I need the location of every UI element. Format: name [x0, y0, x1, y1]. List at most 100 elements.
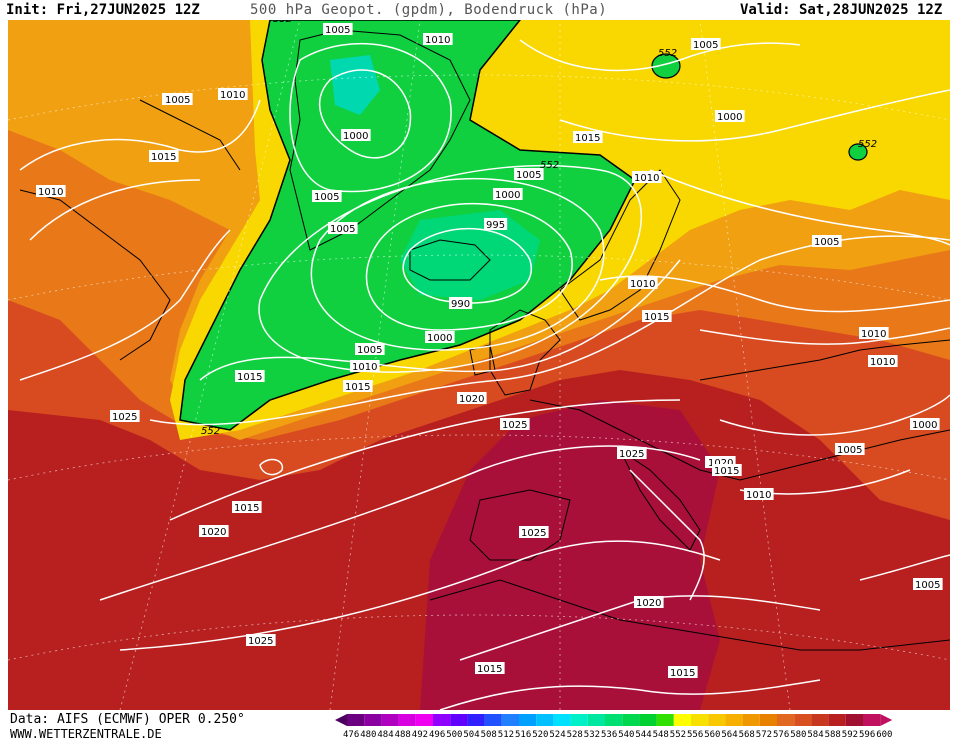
legend-swatch — [605, 714, 623, 726]
legend-tick-label: 568 — [739, 730, 755, 740]
isobar-label: 1010 — [632, 171, 662, 184]
legend-swatch — [381, 714, 399, 726]
legend-tick-label: 592 — [842, 730, 858, 740]
svg-text:1000: 1000 — [427, 333, 452, 344]
isobar-label: 1015 — [232, 501, 262, 514]
isobar-label: 1005 — [691, 38, 721, 51]
legend-swatch — [433, 714, 451, 726]
svg-text:1015: 1015 — [714, 466, 739, 477]
isobar-label: 1025 — [500, 418, 530, 431]
svg-text:1005: 1005 — [693, 40, 718, 51]
svg-text:1010: 1010 — [870, 357, 895, 368]
isobar-label: 1015 — [573, 131, 603, 144]
isobar-label: 1005 — [312, 190, 342, 203]
isobar-label: 1005 — [913, 578, 943, 591]
legend-tick-label: 572 — [756, 730, 772, 740]
svg-text:1010: 1010 — [634, 173, 659, 184]
legend-swatch — [622, 714, 640, 726]
legend-swatch — [759, 714, 777, 726]
graticule — [8, 20, 950, 710]
legend-tick-label: 520 — [532, 730, 548, 740]
svg-text:1005: 1005 — [325, 25, 350, 36]
svg-text:1000: 1000 — [912, 420, 937, 431]
isobar-label: 1000 — [341, 129, 371, 142]
isobar-label: 1000 — [425, 331, 455, 344]
legend-tick-label: 576 — [773, 730, 789, 740]
header: Init: Fri,27JUN2025 12Z 500 hPa Geopot. … — [0, 0, 959, 20]
legend-swatch — [587, 714, 605, 726]
isobar-label: 1015 — [642, 310, 672, 323]
valid-time: Valid: Sat,28JUN2025 12Z — [740, 2, 943, 18]
svg-text:990: 990 — [451, 299, 470, 310]
isobar-label: 1005 — [328, 222, 358, 235]
legend-swatch — [501, 714, 519, 726]
legend-swatch — [863, 714, 881, 726]
svg-text:1005: 1005 — [915, 580, 940, 591]
isobar-label: 995 — [484, 218, 508, 231]
isobar-label: 1015 — [235, 370, 265, 383]
legend-swatch — [794, 714, 812, 726]
legend-tick-label: 580 — [790, 730, 806, 740]
isobar-label: 1025 — [617, 447, 647, 460]
svg-text:1015: 1015 — [477, 664, 502, 675]
geopot-label: 552 — [540, 160, 559, 171]
legend-swatch — [364, 714, 382, 726]
geopot-label: 552 — [658, 48, 677, 59]
legend-swatch — [347, 714, 365, 726]
legend-tick-label: 584 — [807, 730, 823, 740]
isobar-label: 1010 — [868, 355, 898, 368]
isobar-label: 1015 — [343, 380, 373, 393]
isobar-label: 1010 — [744, 488, 774, 501]
legend-tick-label: 532 — [584, 730, 600, 740]
legend-tick-label: 548 — [653, 730, 669, 740]
data-source: Data: AIFS (ECMWF) OPER 0.250° — [10, 712, 245, 727]
isobar-label: 1005 — [323, 23, 353, 36]
legend-swatch — [845, 714, 863, 726]
isobar-label: 1015 — [712, 464, 742, 477]
isobar-label: 1020 — [634, 596, 664, 609]
legend-tick-label: 516 — [515, 730, 531, 740]
svg-text:1015: 1015 — [670, 668, 695, 679]
geopot-label: 552 — [273, 20, 292, 25]
legend-tick-label: 588 — [825, 730, 841, 740]
svg-text:1010: 1010 — [38, 187, 63, 198]
svg-text:1010: 1010 — [352, 362, 377, 373]
isobar-label: 1005 — [514, 168, 544, 181]
svg-text:1015: 1015 — [237, 372, 262, 383]
legend-tick-label: 564 — [721, 730, 737, 740]
geopot-low-russia — [848, 143, 868, 161]
isobar-label: 990 — [449, 297, 473, 310]
legend-tick-label: 544 — [635, 730, 651, 740]
isobar-label: 1010 — [859, 327, 889, 340]
isobar-label: 1010 — [218, 88, 248, 101]
legend-tick-label: 496 — [429, 730, 445, 740]
svg-text:1010: 1010 — [746, 490, 771, 501]
legend-swatch — [398, 714, 416, 726]
svg-text:1005: 1005 — [330, 224, 355, 235]
legend-tick-label: 524 — [549, 730, 565, 740]
geopot-label: 552 — [858, 139, 877, 150]
legend-tick-label: 552 — [670, 730, 686, 740]
weather-map: 1005 1010 1010 1005 1015 1010 1000 1005 1005 1005… — [8, 20, 950, 710]
isobar-label: 1010 — [350, 360, 380, 373]
legend-arrow-left — [335, 714, 347, 726]
legend-tick-label: 492 — [412, 730, 428, 740]
svg-text:1010: 1010 — [861, 329, 886, 340]
isobar-label: 1005 — [812, 235, 842, 248]
svg-text:1025: 1025 — [248, 636, 273, 647]
geopot-labels: 552 552 552 552 552 — [201, 20, 877, 437]
legend-swatch — [691, 714, 709, 726]
legend-swatch — [519, 714, 537, 726]
svg-text:1025: 1025 — [112, 412, 137, 423]
svg-text:1020: 1020 — [201, 527, 226, 538]
legend-swatch — [553, 714, 571, 726]
legend-swatch — [828, 714, 846, 726]
isobar-label: 1000 — [715, 110, 745, 123]
legend-tick-label: 500 — [446, 730, 462, 740]
legend-swatch — [811, 714, 829, 726]
legend-swatch — [708, 714, 726, 726]
legend-swatch — [415, 714, 433, 726]
svg-text:1010: 1010 — [425, 35, 450, 46]
isobar-label: 1000 — [910, 418, 940, 431]
isobar-label: 1010 — [628, 277, 658, 290]
